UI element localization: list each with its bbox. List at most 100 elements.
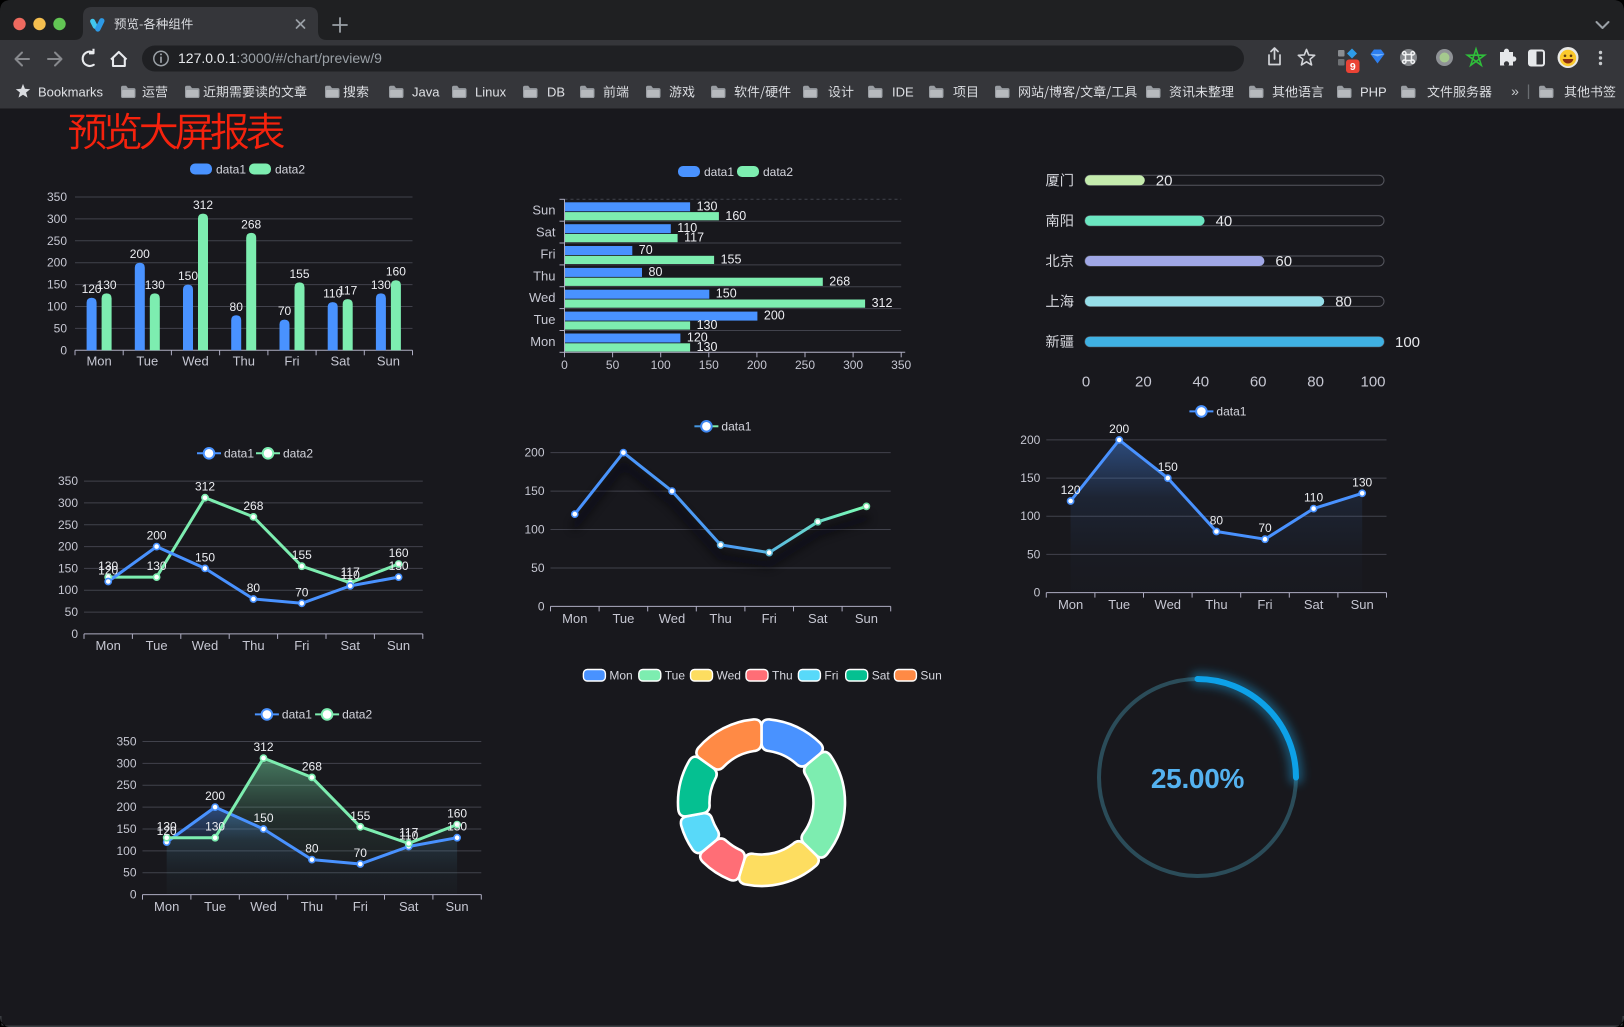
svg-text:80: 80 <box>247 581 261 595</box>
svg-text:130: 130 <box>145 278 165 292</box>
svg-text:40: 40 <box>1216 213 1233 230</box>
svg-text:350: 350 <box>58 474 78 488</box>
svg-text:130: 130 <box>97 278 117 292</box>
svg-text:110: 110 <box>677 221 697 235</box>
svg-text:120: 120 <box>98 564 118 578</box>
svg-text:40: 40 <box>1192 374 1209 391</box>
svg-text:Wed: Wed <box>182 354 209 369</box>
svg-text:Sun: Sun <box>1351 597 1374 612</box>
svg-text:160: 160 <box>389 546 409 560</box>
svg-text:350: 350 <box>891 358 911 372</box>
svg-text:Fri: Fri <box>284 354 299 369</box>
svg-text:80: 80 <box>649 265 663 279</box>
svg-text:130: 130 <box>205 820 225 834</box>
svg-text:Sun: Sun <box>377 354 400 369</box>
svg-text:»: » <box>1511 83 1519 99</box>
svg-text:120: 120 <box>687 331 708 345</box>
svg-text:0: 0 <box>1082 374 1090 391</box>
svg-text:200: 200 <box>747 358 767 372</box>
svg-text:150: 150 <box>699 358 719 372</box>
svg-text:200: 200 <box>1109 422 1129 436</box>
svg-text:312: 312 <box>253 740 273 754</box>
svg-text:160: 160 <box>725 209 746 223</box>
svg-text:100: 100 <box>47 300 67 314</box>
svg-text:50: 50 <box>606 358 620 372</box>
svg-text:150: 150 <box>524 484 544 498</box>
svg-text:160: 160 <box>447 807 467 821</box>
svg-text:117: 117 <box>341 565 360 579</box>
svg-text:130: 130 <box>371 278 391 292</box>
svg-text:Thu: Thu <box>301 899 323 914</box>
svg-text:150: 150 <box>195 550 215 564</box>
svg-text:120: 120 <box>1061 483 1081 497</box>
svg-text:155: 155 <box>350 809 370 823</box>
svg-text:Sun: Sun <box>387 638 410 653</box>
svg-text:80: 80 <box>230 300 244 314</box>
svg-text:Sat: Sat <box>536 225 556 240</box>
svg-text:200: 200 <box>764 309 785 323</box>
svg-text:80: 80 <box>305 842 319 856</box>
svg-text:0: 0 <box>71 627 78 641</box>
svg-text:300: 300 <box>116 756 136 770</box>
svg-text:70: 70 <box>278 304 292 318</box>
svg-text:130: 130 <box>447 820 467 834</box>
svg-text:Tue: Tue <box>665 669 686 683</box>
svg-text:IDE: IDE <box>892 85 914 100</box>
svg-text:Mon: Mon <box>562 611 587 626</box>
svg-text:350: 350 <box>116 735 136 749</box>
svg-text:Tue: Tue <box>1108 597 1130 612</box>
svg-text:50: 50 <box>531 561 545 575</box>
svg-text:200: 200 <box>147 529 167 543</box>
svg-text:100: 100 <box>1020 509 1040 523</box>
svg-text:Thu: Thu <box>772 669 793 683</box>
svg-text:200: 200 <box>130 247 150 261</box>
svg-text:110: 110 <box>341 568 360 582</box>
svg-text:300: 300 <box>47 212 67 226</box>
svg-text:Sat: Sat <box>340 638 360 653</box>
svg-text:155: 155 <box>289 267 309 281</box>
svg-text:Linux: Linux <box>475 85 507 100</box>
svg-text:250: 250 <box>795 358 815 372</box>
svg-text:110: 110 <box>399 829 418 843</box>
svg-text:Tue: Tue <box>612 611 634 626</box>
svg-text:Wed: Wed <box>717 669 741 683</box>
svg-text:117: 117 <box>399 825 418 839</box>
svg-text:50: 50 <box>54 321 68 335</box>
svg-text:Bookmarks: Bookmarks <box>38 85 104 100</box>
svg-text:PHP: PHP <box>1360 85 1387 100</box>
svg-text:Tue: Tue <box>146 638 168 653</box>
svg-text:data2: data2 <box>283 446 313 460</box>
svg-text:Sun: Sun <box>855 611 878 626</box>
svg-text:data1: data1 <box>282 707 312 721</box>
svg-text:130: 130 <box>697 199 718 213</box>
svg-text:0: 0 <box>130 888 137 902</box>
svg-text:130: 130 <box>1352 475 1372 489</box>
svg-text:70: 70 <box>1258 521 1272 535</box>
svg-text:Sat: Sat <box>330 354 350 369</box>
svg-text:25.00%: 25.00% <box>1151 763 1245 794</box>
svg-text:312: 312 <box>872 296 893 310</box>
svg-text:127.0.0.1:3000/#/chart/preview: 127.0.0.1:3000/#/chart/preview/9 <box>178 50 382 66</box>
svg-text:Tue: Tue <box>136 354 158 369</box>
svg-text:DB: DB <box>547 85 565 100</box>
svg-text:250: 250 <box>58 518 78 532</box>
svg-text:117: 117 <box>684 231 704 245</box>
svg-text:200: 200 <box>116 800 136 814</box>
svg-text:Wed: Wed <box>250 899 277 914</box>
svg-text:70: 70 <box>639 243 653 257</box>
svg-text:80: 80 <box>1210 514 1224 528</box>
svg-text:80: 80 <box>1335 294 1352 311</box>
svg-text:0: 0 <box>538 599 545 613</box>
svg-text:300: 300 <box>843 358 863 372</box>
svg-text:20: 20 <box>1156 173 1173 190</box>
svg-text:100: 100 <box>116 844 136 858</box>
svg-text:Mon: Mon <box>154 899 179 914</box>
svg-text:250: 250 <box>47 234 67 248</box>
svg-text:Fri: Fri <box>762 611 777 626</box>
svg-text:130: 130 <box>389 559 409 573</box>
svg-text:60: 60 <box>1275 253 1292 270</box>
svg-text:120: 120 <box>82 282 102 296</box>
svg-text:130: 130 <box>697 318 718 332</box>
svg-text:130: 130 <box>98 559 118 573</box>
svg-text:60: 60 <box>1250 374 1267 391</box>
